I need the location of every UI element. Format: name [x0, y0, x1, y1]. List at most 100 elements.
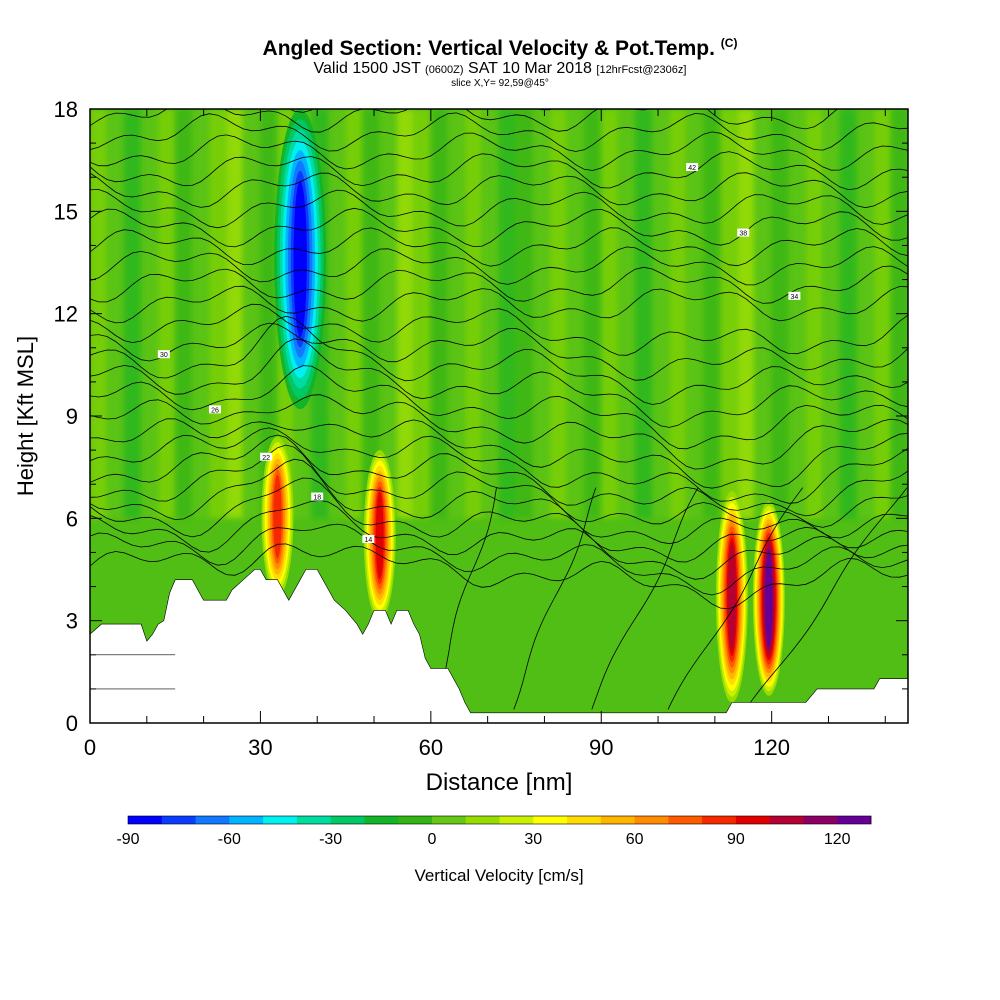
theta-label: 14 — [364, 537, 372, 544]
velocity-band — [601, 109, 619, 519]
y-tick-label: 18 — [54, 97, 78, 122]
velocity-features — [261, 109, 785, 703]
theta-contour — [90, 285, 908, 324]
theta-contour — [667, 487, 804, 710]
velocity-band — [464, 109, 483, 519]
velocity-bands — [90, 109, 908, 519]
theta-label-bg — [157, 350, 170, 359]
theta-contour — [90, 523, 908, 596]
theta-contour — [90, 434, 908, 517]
velocity-band — [618, 109, 636, 519]
title-unit-tag: (C) — [720, 36, 738, 50]
colorbar-swatch — [330, 816, 365, 824]
velocity-band — [533, 109, 551, 519]
velocity-band — [516, 109, 534, 519]
theta-contour — [90, 172, 908, 209]
colorbar-swatch — [837, 816, 872, 824]
x-tick-label: 0 — [84, 735, 96, 760]
colorbar-swatch — [431, 816, 467, 824]
velocity-band — [226, 109, 244, 519]
x-tick-label: 120 — [753, 735, 790, 760]
colorbar-swatch — [634, 816, 669, 824]
colorbar-tick-label: 120 — [824, 831, 851, 848]
updraft-core — [715, 491, 748, 703]
theta-label: 42 — [688, 165, 696, 172]
velocity-band — [669, 109, 687, 519]
colorbar-tick-label: -60 — [218, 831, 241, 848]
velocity-band — [396, 109, 415, 519]
theta-contour — [90, 207, 908, 248]
y-tick-label: 6 — [66, 506, 78, 531]
valid-utc: (0600Z) — [425, 64, 464, 76]
updraft-core — [363, 450, 396, 621]
theta-label: 18 — [313, 495, 321, 502]
theta-contour — [90, 477, 908, 563]
theta-contour — [90, 188, 908, 229]
x-axis-label: Distance [nm] — [426, 769, 573, 796]
x-tick-label: 90 — [589, 735, 613, 760]
valid-prefix: Valid 1500 JST — [313, 60, 421, 77]
colorbar-swatch — [702, 816, 737, 824]
colorbar-swatch — [229, 816, 264, 824]
theta-label-bg — [686, 162, 699, 171]
colorbar-swatch — [263, 816, 298, 824]
theta-contour — [90, 315, 908, 405]
theta-contour — [90, 246, 908, 286]
velocity-band — [192, 109, 210, 519]
theta-contour — [90, 18, 908, 57]
velocity-level — [765, 550, 773, 647]
theta-label: 46 — [637, 101, 645, 108]
theta-label-bg — [260, 452, 273, 461]
slice-info: slice X,Y= 92,59@45° — [451, 78, 549, 89]
colorbar-swatch — [296, 816, 332, 824]
velocity-band — [447, 109, 466, 519]
velocity-band — [873, 109, 892, 519]
velocity-band — [584, 109, 602, 519]
theta-label: 30 — [160, 352, 168, 359]
colorbar-tick-label: 90 — [727, 831, 745, 848]
theta-contour — [90, 303, 908, 356]
velocity-band — [703, 109, 722, 519]
velocity-band — [720, 109, 739, 519]
y-axis-label: Height [Kft MSL] — [13, 336, 38, 496]
theta-label: 50 — [586, 42, 594, 49]
theta-label-bg — [584, 40, 596, 48]
theta-contour — [90, 427, 908, 504]
velocity-band — [550, 109, 568, 519]
chart-title: Angled Section: Vertical Velocity & Pot.… — [0, 36, 1000, 61]
theta-contour-labels: 14 18 22 26 30 34 38 42 46 50 — [157, 40, 801, 544]
velocity-band — [822, 109, 841, 519]
velocity-band — [652, 109, 670, 519]
theta-label-bg — [362, 534, 375, 543]
colorbar-swatch — [600, 816, 635, 824]
y-tick-label: 9 — [66, 404, 78, 429]
axes: 0 30 60 90 120 0 3 6 9 12 15 18 — [54, 97, 908, 760]
velocity-band — [124, 109, 142, 519]
theta-label-bg — [635, 99, 647, 107]
terrain — [89, 569, 909, 724]
colorbar-swatch — [499, 816, 534, 824]
velocity-band — [175, 109, 193, 519]
theta-contour — [90, 394, 908, 470]
theta-label-bg — [788, 291, 801, 300]
theta-label: 26 — [211, 407, 219, 414]
theta-contour — [90, 444, 908, 528]
forecast-info: [12hrFcst@2306z] — [596, 64, 687, 76]
theta-label: 34 — [790, 294, 798, 301]
velocity-band — [243, 109, 261, 519]
theta-label: 38 — [739, 231, 747, 238]
velocity-band — [413, 109, 432, 519]
colorbar-swatch — [195, 816, 230, 824]
colorbar-swatch — [668, 816, 703, 824]
velocity-level — [273, 475, 282, 559]
velocity-band — [158, 109, 176, 519]
valid-date: SAT 10 Mar 2018 — [468, 60, 592, 77]
updraft-core — [752, 501, 785, 696]
velocity-band — [856, 109, 875, 519]
theta-contour — [90, 418, 908, 489]
colorbar-swatch — [567, 816, 602, 824]
theta-contour — [90, 322, 908, 381]
y-tick-label: 15 — [54, 199, 78, 224]
theta-contour — [90, 151, 908, 191]
y-tick-label: 3 — [66, 609, 78, 634]
